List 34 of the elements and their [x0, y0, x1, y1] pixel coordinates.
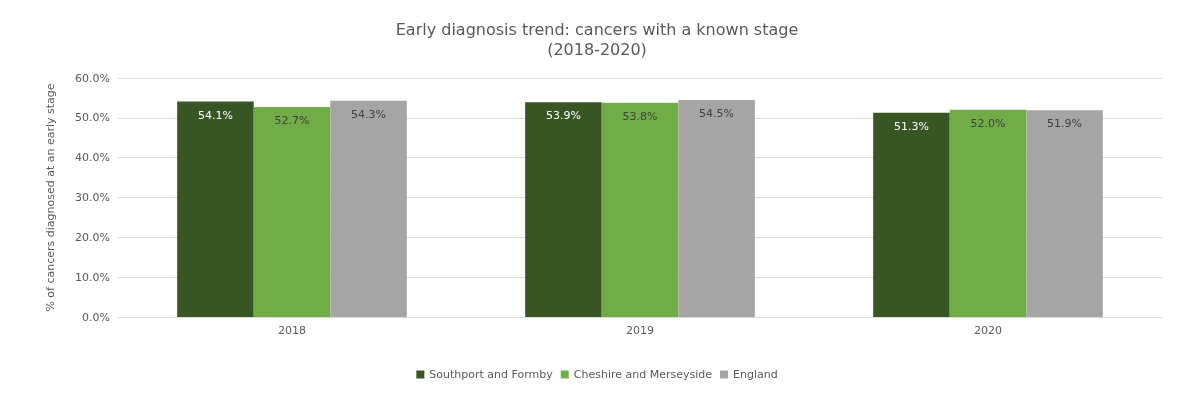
- x-tick-label: 2020: [974, 324, 1002, 337]
- x-tick-label: 2019: [626, 324, 654, 337]
- bar: [601, 102, 679, 317]
- bar: [1026, 110, 1103, 317]
- y-tick-label: 0.0%: [82, 310, 110, 324]
- y-tick-label: 10.0%: [75, 270, 110, 284]
- data-label: 54.5%: [699, 106, 735, 120]
- data-label: 54.1%: [197, 108, 233, 122]
- x-tick-label: 2018: [278, 324, 306, 337]
- y-tick-label: 60.0%: [75, 71, 110, 85]
- bar: [949, 109, 1027, 317]
- bar: [330, 100, 407, 317]
- bar: [177, 101, 254, 317]
- bar: [678, 99, 755, 317]
- legend-label: England: [733, 368, 778, 381]
- data-label: 51.9%: [1047, 117, 1083, 131]
- legend-label: Southport and Formby: [429, 368, 554, 381]
- y-tick-label: 20.0%: [75, 230, 110, 244]
- data-label: 54.3%: [351, 107, 387, 121]
- data-label: 52.0%: [970, 116, 1006, 130]
- legend-label: Cheshire and Merseyside: [573, 368, 713, 381]
- data-label: 52.7%: [274, 114, 310, 128]
- data-label: 53.8%: [622, 109, 658, 123]
- y-axis-title: % of cancers diagnosed at an early stage: [44, 83, 57, 312]
- y-tick-label: 30.0%: [75, 191, 110, 204]
- data-label: 53.9%: [545, 109, 581, 123]
- y-tick-label: 40.0%: [75, 151, 110, 165]
- bar: [873, 112, 950, 317]
- bar: [253, 107, 331, 317]
- chart-title: Early diagnosis trend: cancers with a known stage: [395, 19, 799, 39]
- data-label: 51.3%: [893, 119, 929, 133]
- y-tick-label: 50.0%: [75, 111, 110, 125]
- chart-subtitle: (2018-2020): [547, 39, 647, 59]
- bar: [525, 102, 602, 317]
